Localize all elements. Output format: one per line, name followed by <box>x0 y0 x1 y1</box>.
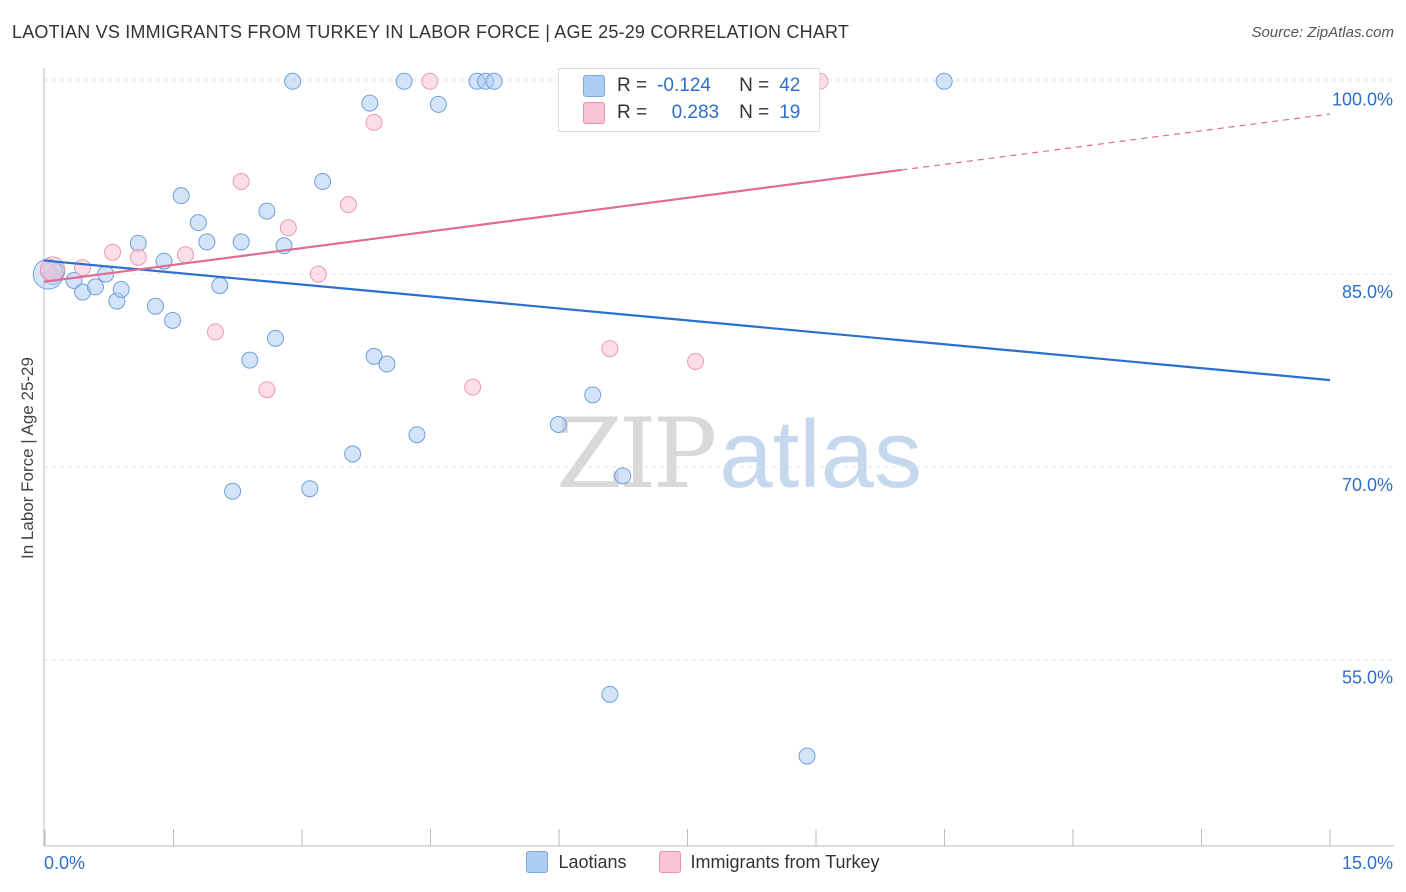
point-turkey <box>309 265 327 283</box>
legend-swatch-turkey <box>658 851 681 873</box>
legend-item-laotians[interactable]: Laotians <box>526 851 627 873</box>
stats-n-value: 19 <box>779 102 801 123</box>
stats-row-turkey: R = 0.283 N = 19 <box>583 100 800 126</box>
point-laotians <box>485 72 503 90</box>
legend-swatch-laotians <box>526 851 549 873</box>
point-turkey <box>258 381 276 399</box>
point-laotians <box>601 685 619 703</box>
point-laotians <box>284 72 302 90</box>
stats-row-laotians: R = -0.124 N = 42 <box>583 73 800 99</box>
stats-n-label: N = <box>739 102 770 123</box>
stats-swatch-turkey <box>583 102 605 124</box>
point-turkey <box>601 340 619 358</box>
point-laotians <box>365 347 383 365</box>
stats-r-label: R = <box>617 75 648 96</box>
point-turkey <box>687 352 705 370</box>
point-turkey <box>104 243 122 261</box>
point-turkey <box>176 246 194 264</box>
stats-r-value: -0.124 <box>657 75 711 96</box>
point-laotians <box>549 415 567 433</box>
trendline-laotians <box>43 259 1331 382</box>
point-laotians <box>266 329 284 347</box>
point-laotians <box>935 72 953 90</box>
stats-legend-box: R = -0.124 N = 42 R = 0.283 N = 19 <box>558 68 820 132</box>
point-turkey <box>232 173 250 191</box>
stats-swatch-laotians <box>583 75 605 97</box>
trendline-turkey-extension <box>901 113 1331 171</box>
point-laotians <box>232 233 250 251</box>
point-laotians <box>129 234 147 252</box>
legend-label-laotians: Laotians <box>558 851 627 872</box>
point-laotians <box>258 202 276 220</box>
point-laotians <box>614 467 632 485</box>
point-laotians <box>224 482 242 500</box>
point-laotians <box>301 480 319 498</box>
y-tick-label: 100.0% <box>1332 89 1393 109</box>
point-laotians <box>408 426 426 444</box>
point-turkey <box>206 323 224 341</box>
y-tick-label: 55.0% <box>1342 668 1393 688</box>
point-turkey <box>74 259 92 277</box>
point-laotians <box>584 386 602 404</box>
source-label: Source: ZipAtlas.com <box>1251 24 1394 41</box>
x-tick-label: 0.0% <box>44 853 85 873</box>
y-tick-label: 85.0% <box>1342 282 1393 302</box>
bottom-legend: Laotians Immigrants from Turkey <box>0 851 1406 873</box>
point-turkey <box>339 196 357 214</box>
point-laotians <box>314 173 332 191</box>
point-laotians <box>429 95 447 113</box>
stats-r-value: 0.283 <box>671 102 720 123</box>
point-laotians <box>189 214 207 232</box>
point-laotians <box>198 233 216 251</box>
point-laotians <box>211 277 229 295</box>
point-laotians <box>241 351 259 369</box>
stats-n-value: 42 <box>779 75 801 96</box>
point-turkey <box>279 219 297 237</box>
point-laotians <box>86 278 104 296</box>
point-laotians <box>361 94 379 112</box>
chart-title: LAOTIAN VS IMMIGRANTS FROM TURKEY IN LAB… <box>12 22 850 42</box>
point-laotians <box>172 187 190 205</box>
point-laotians <box>164 311 182 329</box>
y-tick-label: 70.0% <box>1342 475 1393 495</box>
point-laotians <box>798 747 816 765</box>
point-laotians <box>112 280 130 298</box>
point-turkey <box>365 113 383 131</box>
point-laotians <box>378 355 396 373</box>
x-tick-label: 15.0% <box>1342 853 1393 873</box>
legend-item-turkey[interactable]: Immigrants from Turkey <box>658 851 880 873</box>
point-laotians <box>344 445 362 463</box>
stats-r-label: R = <box>617 102 648 123</box>
trendline-turkey <box>43 168 902 283</box>
point-laotians <box>395 72 413 90</box>
legend-label-turkey: Immigrants from Turkey <box>690 851 880 872</box>
point-turkey <box>464 378 482 396</box>
point-turkey <box>421 72 439 90</box>
point-laotians <box>146 297 164 315</box>
stats-n-label: N = <box>739 75 770 96</box>
point-turkey <box>129 248 147 266</box>
